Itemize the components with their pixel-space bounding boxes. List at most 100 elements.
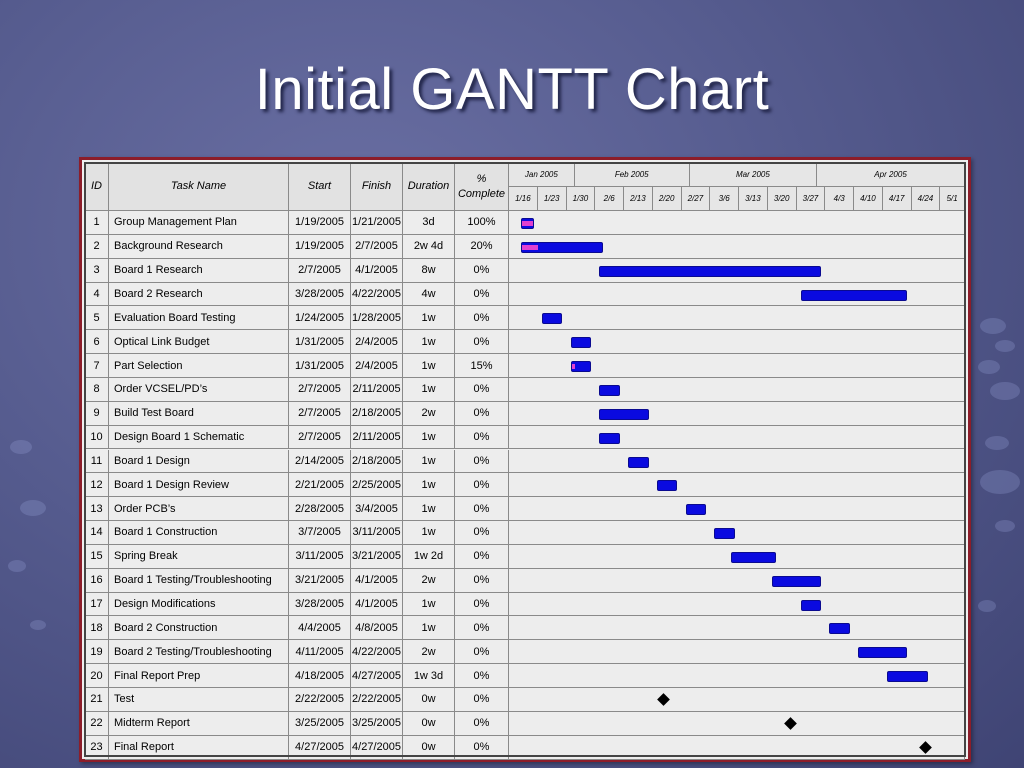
timeline-week: 3/27 [796,187,826,211]
task-percent-complete: 0% [455,711,509,736]
timeline-row [509,735,965,760]
task-finish: 4/1/2005 [351,592,403,617]
timeline-month: Jan 2005 [509,163,575,187]
task-bar [541,313,563,325]
task-duration: 1w [403,473,455,498]
task-percent-complete: 0% [455,282,509,307]
task-bar [829,623,850,635]
task-bar [599,384,620,396]
task-duration: 1w [403,592,455,617]
task-percent-complete: 0% [455,544,509,569]
task-start: 1/31/2005 [289,354,351,378]
task-progress [522,244,539,250]
task-duration: 2w [403,568,455,593]
task-id: 3 [85,258,109,283]
task-name: Board 2 Research [109,282,289,307]
task-finish: 4/1/2005 [351,258,403,283]
task-id: 9 [85,401,109,426]
task-start: 3/11/2005 [289,544,351,569]
timeline-week: 1/30 [566,187,596,211]
timeline-week: 2/6 [595,187,625,211]
timeline-row [509,449,965,474]
task-finish: 4/27/2005 [351,664,403,688]
task-start: 4/27/2005 [289,735,351,760]
task-id: 15 [85,544,109,569]
task-percent-complete: 0% [455,592,509,617]
task-duration: 1w 3d [403,664,455,688]
timeline-week: 3/20 [767,187,797,211]
task-finish: 2/25/2005 [351,473,403,498]
timeline-month: Feb 2005 [574,163,690,187]
task-finish: 4/22/2005 [351,640,403,665]
task-start: 2/7/2005 [289,401,351,426]
timeline-row [509,568,965,593]
task-start: 2/7/2005 [289,377,351,402]
task-finish: 3/11/2005 [351,521,403,545]
task-percent-complete: 0% [455,330,509,355]
task-duration: 1w [403,354,455,378]
timeline-row [509,616,965,641]
task-percent-complete: 0% [455,688,509,712]
task-duration: 4w [403,282,455,307]
task-name: Board 1 Testing/Troubleshooting [109,568,289,593]
task-name: Background Research [109,234,289,259]
timeline-row [509,401,965,426]
task-duration: 0w [403,735,455,760]
task-bar [570,337,592,349]
task-name: Part Selection [109,354,289,378]
task-percent-complete: 0% [455,616,509,641]
task-bar [570,361,592,373]
task-bar [685,504,707,516]
task-percent-complete: 0% [455,425,509,450]
timeline-month: Mar 2005 [689,163,818,187]
task-finish: 3/25/2005 [351,711,403,736]
task-bar [656,480,678,492]
task-bar [771,575,822,587]
task-bar [599,432,620,444]
task-name: Midterm Report [109,711,289,736]
task-duration: 1w [403,449,455,474]
task-finish: 2/18/2005 [351,401,403,426]
task-duration: 2w [403,401,455,426]
task-finish: 1/21/2005 [351,211,403,235]
task-id: 2 [85,234,109,259]
timeline-week: 2/20 [652,187,682,211]
timeline-week: 2/13 [624,187,653,211]
timeline-week: 3/6 [710,187,740,211]
timeline-row [509,377,965,402]
task-start: 2/7/2005 [289,258,351,283]
task-duration: 2w 4d [403,234,455,259]
task-name: Board 1 Design [109,449,289,474]
timeline-row [509,592,965,617]
timeline-week: 5/1 [940,187,965,211]
header-percent-complete: % Complete [455,163,509,211]
task-duration: 1w 2d [403,544,455,569]
task-duration: 2w [403,640,455,665]
task-id: 4 [85,282,109,307]
timeline-row [509,425,965,450]
task-start: 1/31/2005 [289,330,351,355]
task-start: 4/11/2005 [289,640,351,665]
task-percent-complete: 0% [455,568,509,593]
task-finish: 2/11/2005 [351,425,403,450]
task-percent-complete: 0% [455,258,509,283]
task-name: Board 1 Research [109,258,289,283]
task-percent-complete: 20% [455,234,509,259]
task-finish: 4/8/2005 [351,616,403,641]
task-percent-complete: 0% [455,521,509,545]
task-bar [714,528,735,540]
task-duration: 3d [403,211,455,235]
task-name: Final Report [109,735,289,760]
task-id: 23 [85,735,109,760]
task-id: 1 [85,211,109,235]
task-name: Board 1 Design Review [109,473,289,498]
timeline-row [509,473,965,498]
task-start: 3/25/2005 [289,711,351,736]
task-bar [599,408,649,420]
task-finish: 2/11/2005 [351,377,403,402]
task-name: Group Management Plan [109,211,289,235]
task-name: Build Test Board [109,401,289,426]
task-name: Test [109,688,289,712]
task-start: 1/24/2005 [289,306,351,331]
task-id: 11 [85,449,109,474]
